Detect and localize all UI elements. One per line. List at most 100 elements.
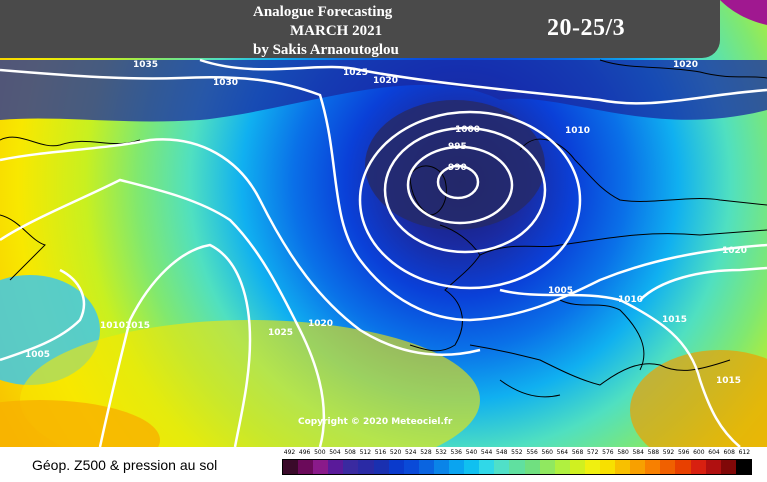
isobar-label: 990 xyxy=(448,163,467,173)
isobar-label: 1010 xyxy=(565,126,590,136)
isobar-label: 1030 xyxy=(213,78,238,88)
isobar-label: 1025 xyxy=(268,328,293,338)
legend-tick-label: 576 xyxy=(602,449,614,456)
weather-map: 1035 1030 1025 1020 1020 1010 1000 995 9… xyxy=(0,0,767,447)
forecast-date-range: 20-25/3 xyxy=(547,15,626,41)
legend-color-swatch xyxy=(343,460,359,474)
legend-color-swatch xyxy=(403,460,419,474)
legend-footer: Géop. Z500 & pression au sol 492 496 500 50… xyxy=(0,447,767,482)
trough-north xyxy=(0,60,767,122)
legend-color-swatch xyxy=(298,460,314,474)
legend-tick-label: 580 xyxy=(617,449,629,456)
legend-color-swatch xyxy=(388,460,404,474)
legend-tick-label: 568 xyxy=(571,449,584,456)
legend-color-swatch xyxy=(524,460,540,474)
legend-tick-label: 548 xyxy=(496,449,508,456)
legend-color-swatch xyxy=(554,460,570,474)
legend-tick-label: 508 xyxy=(344,449,356,456)
legend-color-swatch xyxy=(358,460,374,474)
isobar-label: 1020 xyxy=(373,76,398,86)
isobar-label: 1020 xyxy=(722,246,747,256)
legend-tick-label: 544 xyxy=(480,449,493,456)
copyright-notice: Copyright © 2020 Meteociel.fr xyxy=(298,417,453,427)
legend-color-swatch xyxy=(509,460,525,474)
legend-tick-label: 592 xyxy=(662,449,675,456)
isobar-label: 1015 xyxy=(716,376,741,386)
legend-color-swatch xyxy=(283,460,299,474)
header-title: Analogue Forecasting xyxy=(253,4,393,20)
legend-color-swatch xyxy=(599,460,616,474)
legend-tick-label: 516 xyxy=(374,449,387,456)
legend-tick-label: 540 xyxy=(465,449,478,456)
arctic-magenta-area xyxy=(720,0,767,25)
legend-tick-label: 496 xyxy=(298,449,311,456)
isobar-label: 1020 xyxy=(308,319,333,329)
isobar-label: 1015 xyxy=(125,321,150,331)
legend-color-swatch xyxy=(735,460,751,474)
legend-tick-label: 600 xyxy=(693,449,705,456)
legend-color-swatch xyxy=(615,460,631,474)
isobar-label: 1035 xyxy=(133,60,158,70)
isobar-label: 1005 xyxy=(548,286,573,296)
legend-tick-label: 612 xyxy=(738,449,751,456)
legend-tick-label: 504 xyxy=(329,449,341,456)
legend-tick-label: 532 xyxy=(435,449,447,456)
isobar-label: 1000 xyxy=(455,125,480,135)
header-author: by Sakis Arnaoutoglou xyxy=(253,42,399,58)
legend-color-swatch xyxy=(479,460,495,474)
isobar-label: 1020 xyxy=(673,60,698,70)
legend-tick-label: 552 xyxy=(511,449,523,456)
legend-color-swatch xyxy=(373,460,389,474)
legend-color-swatch xyxy=(464,460,480,474)
legend-color-swatch xyxy=(645,460,661,474)
legend-tick-label: 520 xyxy=(389,449,402,456)
legend-color-scale xyxy=(282,459,752,475)
legend-tick-label: 512 xyxy=(359,449,372,456)
legend-tick-label: 564 xyxy=(556,449,569,456)
legend-color-swatch xyxy=(690,460,706,474)
legend-tick-label: 492 xyxy=(283,449,296,456)
legend-tick-label: 528 xyxy=(420,449,432,456)
legend-color-swatch xyxy=(539,460,555,474)
legend-color-swatch xyxy=(449,460,465,474)
legend-color-swatch xyxy=(705,460,721,474)
southeast-orange-area xyxy=(630,350,767,447)
legend-label: Géop. Z500 & pression au sol xyxy=(32,457,218,473)
header-subtitle-month: MARCH 2021 xyxy=(290,23,383,39)
legend-tick-label: 604 xyxy=(708,449,720,456)
legend-tick-label: 560 xyxy=(541,449,553,456)
legend-tick-label: 584 xyxy=(632,449,644,456)
legend-tick-label: 588 xyxy=(647,449,660,456)
isobar-label: 1010 xyxy=(618,295,643,305)
isobar-label: 995 xyxy=(448,142,467,152)
legend-color-swatch xyxy=(584,460,600,474)
isobar-label: 1005 xyxy=(25,350,50,360)
legend-tick-label: 524 xyxy=(405,449,417,456)
legend-color-swatch xyxy=(328,460,344,474)
legend-tick-label: 500 xyxy=(314,449,326,456)
subtropical-high-area xyxy=(20,320,480,447)
legend-tick-label: 608 xyxy=(723,449,735,456)
legend-color-swatch xyxy=(494,460,510,474)
header-band xyxy=(0,0,720,58)
legend-color-swatch xyxy=(433,460,450,474)
legend-color-swatch xyxy=(418,460,434,474)
legend-tick-labels: 492 496 500 504 508 512 516 520 524 528 532 536 540 5… xyxy=(282,447,752,459)
legend-tick-label: 536 xyxy=(450,449,462,456)
isobar-label: 1025 xyxy=(343,68,368,78)
legend-color-swatch xyxy=(720,460,736,474)
isobar-label: 1010 xyxy=(100,321,125,331)
isobars xyxy=(0,58,767,447)
legend-color-swatch xyxy=(660,460,676,474)
legend-color-swatch xyxy=(630,460,646,474)
legend-tick-label: 556 xyxy=(526,449,538,456)
legend-color-swatch xyxy=(313,460,329,474)
southwest-orange-area xyxy=(0,400,160,447)
legend-color-swatch xyxy=(675,460,691,474)
legend-color-swatch xyxy=(569,460,585,474)
isobar-label: 1015 xyxy=(662,315,687,325)
isobar-labels: 1035 1030 1025 1020 1020 1010 1000 995 9… xyxy=(25,60,747,386)
legend-tick-label: 596 xyxy=(677,449,690,456)
legend-tick-label: 572 xyxy=(586,449,599,456)
